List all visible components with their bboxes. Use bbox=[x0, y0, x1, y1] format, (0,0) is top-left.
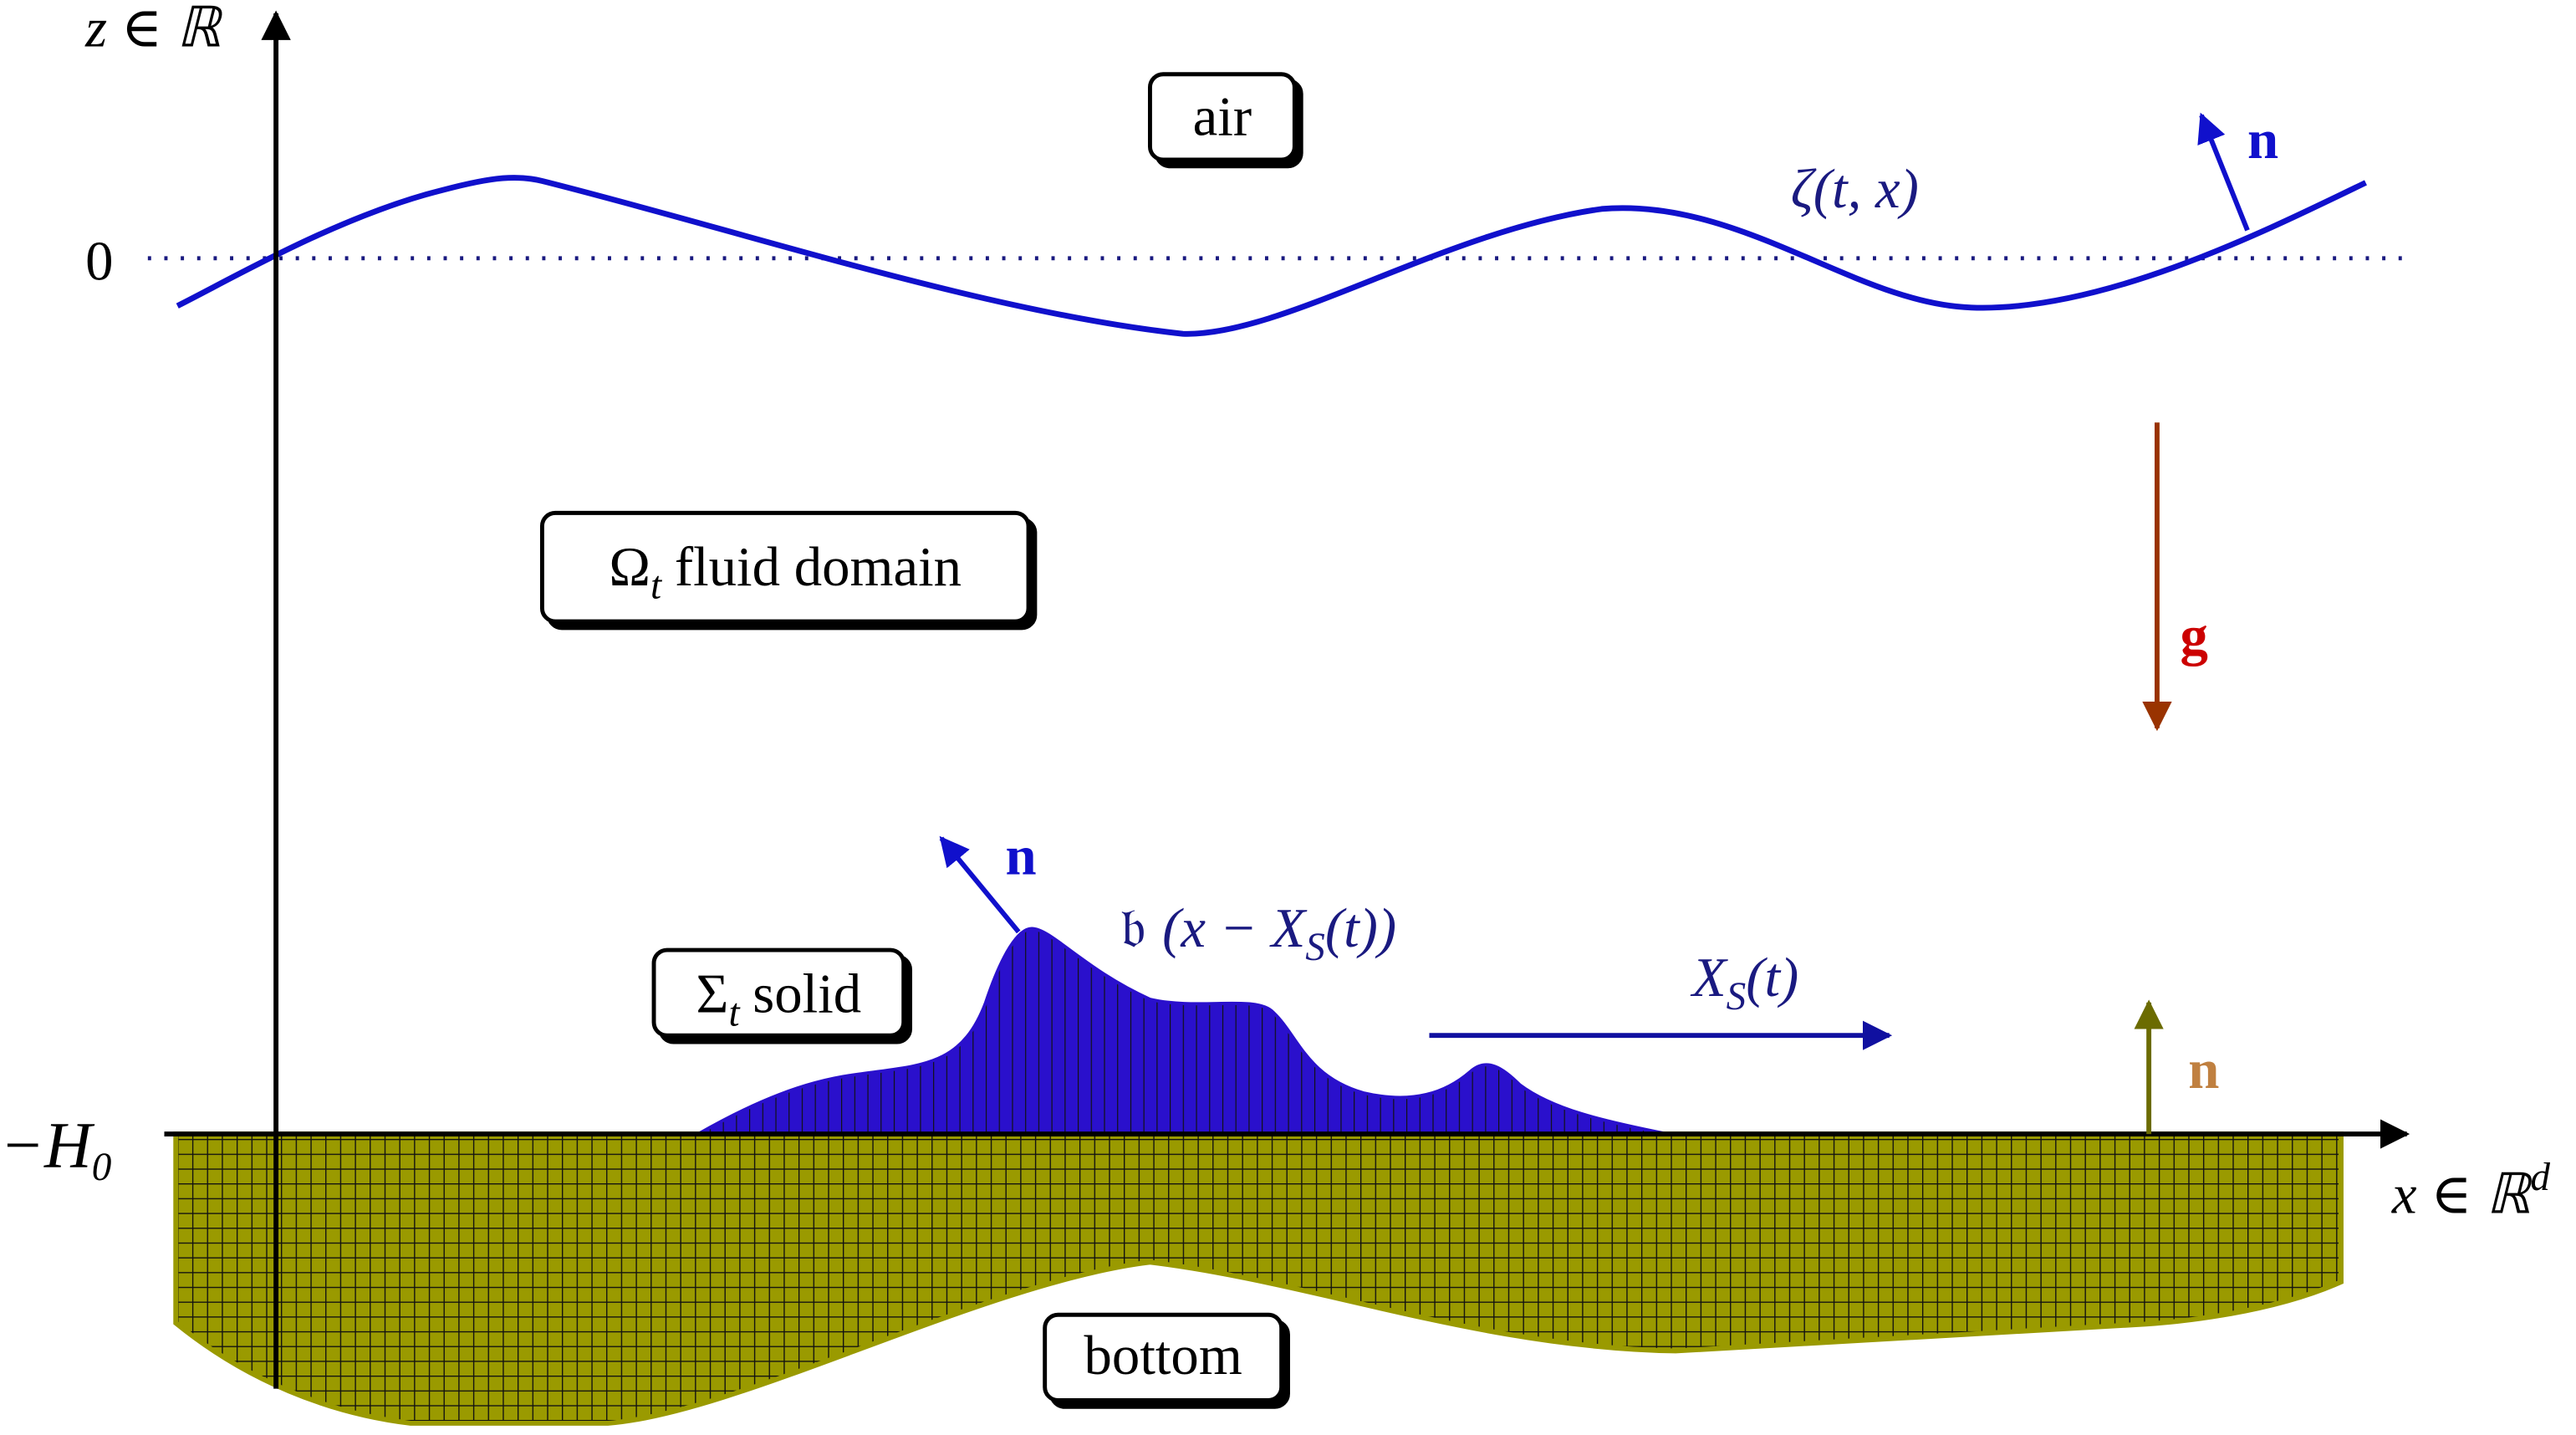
bottom-region bbox=[173, 1131, 2344, 1426]
free-surface bbox=[176, 175, 2367, 337]
solid-profile-label: 𝔟 (x − XS(t)) bbox=[1120, 897, 1396, 969]
solid-normal bbox=[939, 835, 1021, 934]
bottom-normal-label: n bbox=[2188, 1039, 2219, 1101]
motion-close: (t) bbox=[1746, 947, 1798, 1009]
fluid-label: Ωt fluid domain bbox=[609, 536, 962, 608]
depth-subscript: 0 bbox=[92, 1146, 112, 1189]
depth-symbol: −H bbox=[0, 1108, 95, 1181]
fluid-text: fluid domain bbox=[675, 536, 962, 598]
x-symbol: x ∈ ℝ bbox=[2391, 1163, 2533, 1225]
fluid-subscript: t bbox=[650, 564, 663, 608]
label-boxes bbox=[539, 72, 1303, 1409]
motion-subscript: S bbox=[1727, 975, 1747, 1019]
solid-label: Σt solid bbox=[696, 963, 862, 1035]
profile-subscript: S bbox=[1305, 926, 1325, 969]
solid-symbol: Σ bbox=[696, 963, 729, 1025]
x-axis-label: x ∈ ℝd bbox=[2391, 1156, 2550, 1226]
solid-subscript: t bbox=[728, 991, 741, 1034]
solid-text: solid bbox=[752, 963, 861, 1025]
surface-normal bbox=[2197, 112, 2250, 232]
depth-label: −H0 bbox=[0, 1108, 111, 1189]
x-superscript: d bbox=[2530, 1156, 2550, 1199]
gravity-label: g bbox=[2180, 605, 2207, 666]
solid-body bbox=[691, 927, 1668, 1136]
profile-symbol: 𝔟 bbox=[1120, 897, 1145, 959]
fluid-symbol: Ω bbox=[609, 536, 650, 598]
zero-label: 0 bbox=[85, 230, 113, 292]
profile-close: (t)) bbox=[1325, 897, 1396, 959]
profile-open: (x − X bbox=[1162, 897, 1307, 959]
bottom-label: bottom bbox=[1084, 1325, 1242, 1386]
surface-normal-label: n bbox=[2247, 109, 2278, 171]
z-axis-label: z ∈ ℝ bbox=[84, 0, 223, 59]
surface-label: ζ(t, x) bbox=[1791, 158, 1919, 220]
solid-normal-label: n bbox=[1006, 825, 1037, 887]
motion-label: XS(t) bbox=[1690, 947, 1798, 1019]
motion-symbol: X bbox=[1690, 947, 1728, 1009]
air-label: air bbox=[1193, 85, 1252, 147]
